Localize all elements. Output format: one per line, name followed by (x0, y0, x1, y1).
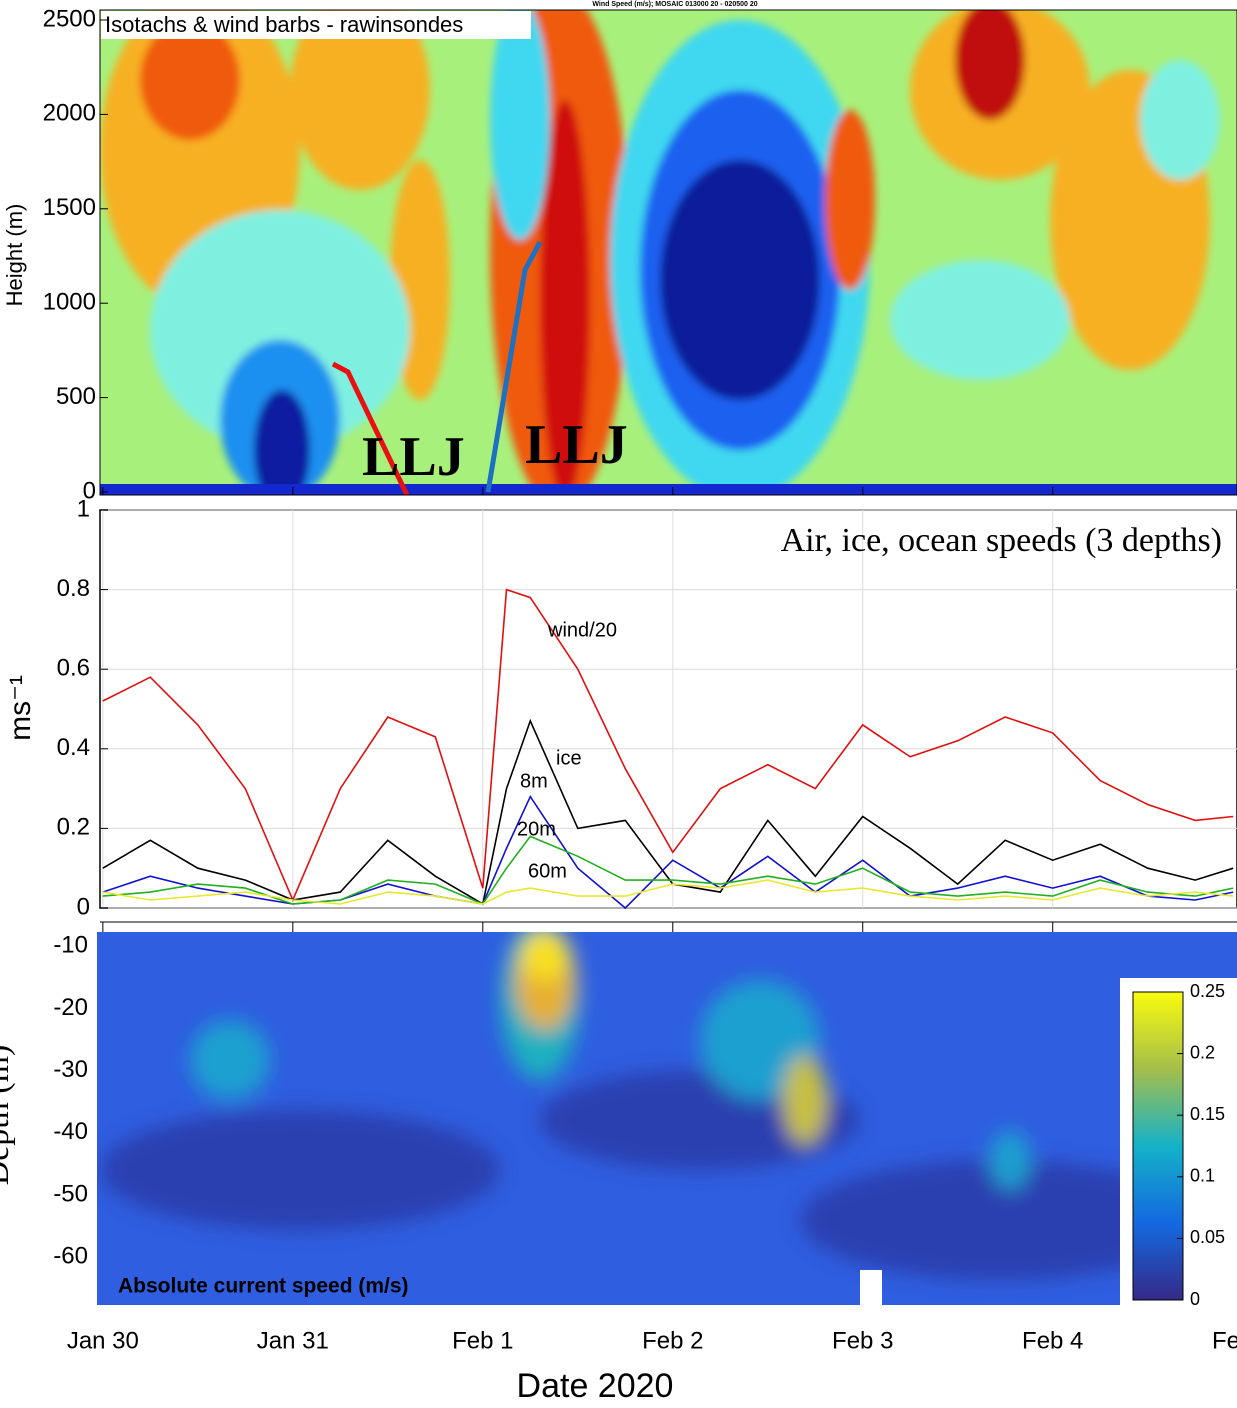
y-tick-label: 1000 (43, 289, 96, 316)
y-tick-label: 0.6 (57, 655, 90, 682)
y-tick-label: 0 (83, 477, 96, 504)
x-tick-label: Jan 30 (67, 1327, 139, 1354)
colorbar-tick-label: 0.05 (1190, 1227, 1225, 1247)
series-label: ice (556, 747, 582, 769)
x-axis-label: Date 2020 (517, 1367, 674, 1405)
y-tick-label: -40 (53, 1118, 88, 1145)
y-tick-label: 0.4 (57, 734, 90, 761)
header: Wind Speed (m/s); MOSAIC 013000 20 - 020… (592, 1, 757, 8)
y-tick-label: 500 (56, 383, 96, 410)
chart-title: Air, ice, ocean speeds (3 depths) (781, 522, 1222, 559)
colorbar-tick-label: 0.15 (1190, 1104, 1225, 1124)
title-box (101, 11, 531, 39)
y-tick-label: -10 (53, 932, 88, 959)
series-line (102, 718, 1234, 906)
y-axis-label: Depth (m) (0, 1045, 16, 1186)
series-line (102, 835, 1234, 905)
x-tick-label: Jan 31 (257, 1327, 329, 1354)
llj-label: LLJ (525, 414, 628, 476)
y-tick-label: 0.2 (57, 814, 90, 841)
colorbar (1132, 991, 1184, 1301)
y-tick-label: 0.8 (57, 575, 90, 602)
contour-field (100, 10, 1237, 495)
colorbar-tick-label: 0 (1190, 1289, 1200, 1309)
series-label: 60m (528, 860, 567, 882)
y-tick-label: 2500 (43, 5, 96, 32)
x-tick-label: Feb 3 (832, 1327, 893, 1354)
y-tick-label: 2000 (43, 100, 96, 127)
y-axis-label: Height (m) (2, 204, 27, 307)
colorbar-tick-label: 0.1 (1190, 1166, 1215, 1186)
series-label: wind/20 (547, 619, 617, 641)
x-tick-label: Feb 1 (452, 1327, 513, 1354)
top-frame (99, 9, 1237, 496)
heatmap-field (97, 932, 1237, 1305)
y-tick-label: -50 (53, 1180, 88, 1207)
y-tick-label: 1 (77, 495, 90, 522)
y-tick-label: -30 (53, 1056, 88, 1083)
llj-label: LLJ (362, 426, 465, 488)
series-line (102, 588, 1234, 903)
y-tick-label: 0 (77, 893, 90, 920)
colorbar-tick-label: 0.2 (1190, 1042, 1215, 1062)
x-tick-label: Feb 4 (1022, 1327, 1083, 1354)
chart-title: Isotachs & wind barbs - rawinsondes (105, 12, 463, 37)
annotation: Absolute current speed (m/s) (118, 1275, 409, 1298)
y-tick-label: 1500 (43, 194, 96, 221)
series-label: 20m (517, 818, 556, 840)
y-tick-label: -20 (53, 994, 88, 1021)
series-label: 8m (520, 770, 548, 792)
x-tick-label: Feb 5 (1212, 1327, 1237, 1354)
y-tick-label: -60 (53, 1242, 88, 1269)
middle-frame (99, 509, 1237, 909)
colorbar-tick-label: 0.25 (1190, 981, 1225, 1001)
series-line (102, 879, 1234, 905)
y-axis-label: ms⁻¹ (4, 675, 37, 741)
x-tick-label: Feb 2 (642, 1327, 703, 1354)
